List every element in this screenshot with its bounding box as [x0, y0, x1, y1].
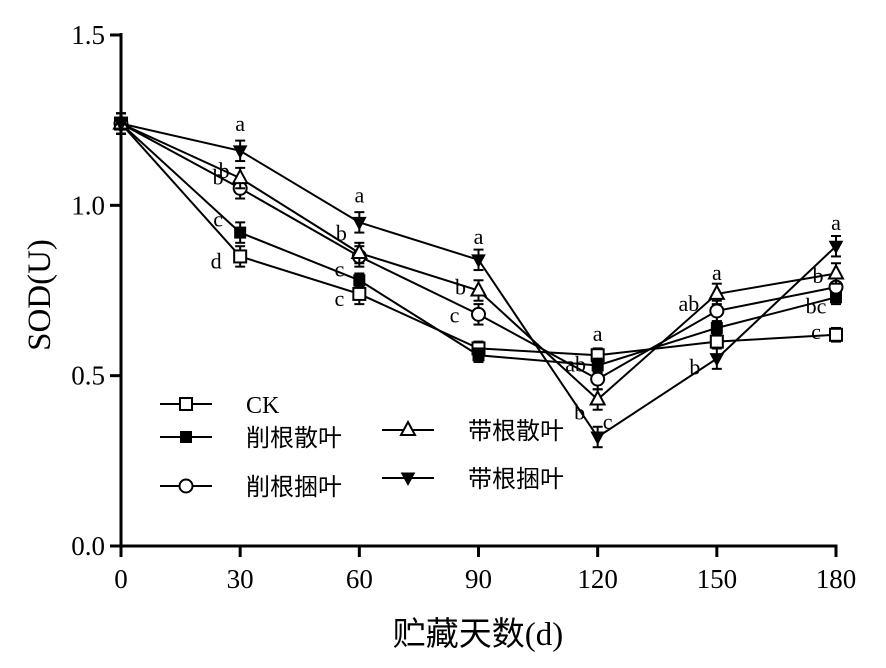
significance-label: a [831, 210, 841, 235]
data-point [710, 321, 723, 334]
y-tick-label: 1.5 [71, 20, 105, 50]
x-tick-label: 60 [346, 564, 373, 594]
data-point [709, 334, 724, 349]
data-point [472, 349, 485, 362]
data-point [471, 306, 486, 322]
significance-label: bc [806, 293, 827, 318]
x-tick-label: 180 [816, 564, 857, 594]
data-point [588, 389, 607, 406]
data-point [709, 353, 725, 367]
data-point [234, 226, 247, 239]
legend-label: 带根捆叶 [468, 465, 564, 493]
significance-label: b [455, 275, 466, 300]
data-point [351, 216, 367, 231]
significance-label: ab [678, 291, 699, 316]
significance-label: b [336, 220, 347, 245]
significance-label: b [219, 158, 230, 183]
data-point [471, 254, 486, 268]
legend-item-4: 带根散叶 [382, 417, 564, 445]
x-tick-label: 0 [114, 564, 128, 594]
legend-marker [178, 478, 194, 494]
x-tick-label: 150 [697, 564, 738, 594]
legend-label: 削根散叶 [246, 424, 342, 452]
significance-label: a [593, 321, 603, 346]
significance-label: b [213, 164, 224, 189]
significance-label: c [450, 302, 460, 327]
x-axis-title: 贮藏天数(d) [393, 616, 563, 653]
significance-label: c [334, 286, 344, 311]
data-point [231, 167, 249, 185]
significance-label: c [213, 207, 223, 232]
data-point [353, 274, 366, 287]
legend-marker [400, 472, 416, 487]
legend-marker [180, 431, 192, 443]
x-tick-label: 30 [227, 564, 254, 594]
y-tick-label: 1.0 [71, 190, 105, 220]
legend-item-5: 带根捆叶 [382, 465, 564, 493]
significance-label: a [235, 111, 245, 136]
significance-label: b [689, 355, 700, 380]
data-point [469, 280, 488, 297]
legend-item-2: 削根散叶 [160, 424, 342, 452]
significance-label: c [603, 409, 613, 434]
data-point [827, 263, 845, 280]
data-point [828, 240, 844, 255]
data-point [709, 303, 725, 319]
significance-label: a [474, 224, 484, 249]
legend-label: CK [246, 393, 280, 419]
data-point [233, 249, 248, 264]
legend-label: 削根捆叶 [246, 473, 342, 501]
data-point [708, 283, 726, 300]
legend-label: 带根散叶 [468, 417, 564, 445]
y-axis-title: SOD(U) [22, 239, 58, 351]
data-point [829, 327, 843, 342]
data-point [113, 118, 129, 132]
x-tick-label: 120 [577, 564, 618, 594]
legend-marker [179, 397, 193, 411]
legend-marker [399, 419, 417, 436]
significance-label: a [712, 260, 722, 285]
data-point [590, 431, 606, 446]
significance-label: c [334, 256, 344, 281]
axes: 0 30 60 90 120 150 180 0.0 0.5 1.0 1.5 [71, 20, 856, 594]
x-tick-label: 90 [465, 564, 492, 594]
significance-label: c [811, 319, 821, 344]
significance-label: d [211, 248, 222, 273]
data-point [232, 145, 248, 159]
y-tick-label: 0.5 [71, 361, 105, 391]
y-tick-label: 0.0 [71, 531, 105, 561]
legend-item-3: 削根捆叶 [160, 473, 342, 501]
legend-item-1: CK [160, 393, 280, 419]
data-point [350, 242, 369, 260]
data-point [352, 286, 367, 301]
data-point [590, 371, 606, 387]
significance-label: a [354, 182, 364, 207]
